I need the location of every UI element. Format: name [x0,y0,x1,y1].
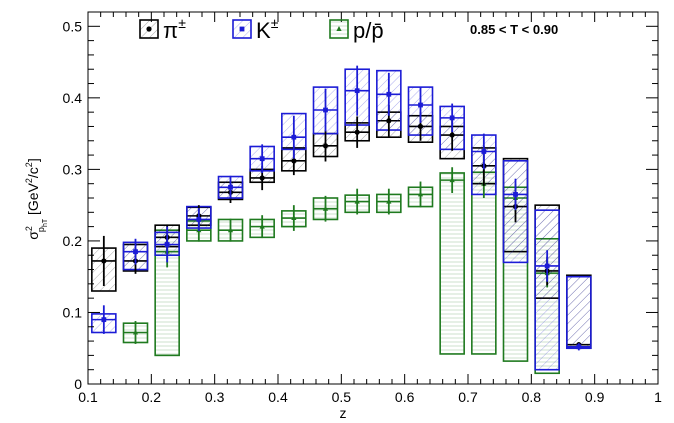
point-kaon [228,184,233,190]
point-kaon [101,317,107,323]
x-tick-label: 0.4 [268,389,288,405]
legend-marker-proton [336,26,342,31]
x-tick-label: 0.1 [78,389,98,405]
point-proton [291,215,297,221]
sys-box-1 [534,209,560,371]
point-pion [291,158,297,164]
legend: π± K± p/p̄ [139,15,384,43]
y-tick-label: 0.5 [63,18,83,34]
y-tick-label: 0.1 [63,304,83,320]
x-tick-label: 0.8 [522,389,542,405]
legend-label-0: π± [163,15,186,43]
point-kaon [196,217,202,222]
sys-box-2 [471,171,497,355]
point-pion [354,129,360,135]
y-tick-label: 0.3 [63,161,83,177]
point-kaon [291,134,297,140]
sys-box-1 [566,275,592,350]
legend-label-1: K± [256,15,279,43]
y-label-units: [GeV [25,182,41,218]
point-kaon [449,115,455,121]
point-kaon [386,91,392,97]
y-label-sub: p [36,227,46,232]
legend-label-text: π [163,18,178,43]
t-range-annotation: 0.85 < T < 0.90 [470,22,558,37]
y-tick-label: 0 [74,376,82,392]
point-proton [417,191,424,197]
point-kaon [133,249,138,255]
point-kaon [481,149,487,154]
x-tick-label: 1 [654,389,662,405]
legend-label-text: K [256,18,271,43]
point-pion [386,118,392,124]
y-label-sigma: σ [25,231,41,240]
legend-label-2: p/p̄ [353,18,384,43]
point-proton [386,198,392,204]
legend-marker-pion [146,26,152,32]
axes: 0.1 0.2 0.3 0.4 0.5 0.6 0.7 0.8 0.9 100.10.20.30.… [63,12,662,405]
point-proton [227,227,234,233]
point-pion [322,143,329,149]
point-proton [449,177,455,183]
point-kaon [576,344,582,350]
y-label-sup: 2 [24,226,34,231]
legend-label-sup: ± [271,15,279,31]
point-kaon [323,107,328,113]
y-axis-label: σ2 phT [GeV2/c2] [24,158,49,239]
point-kaon [544,263,550,269]
y-label-units-end: ] [25,158,41,162]
data-points [101,65,582,351]
point-proton [322,205,329,211]
point-kaon [513,192,518,197]
x-tick-label: 0.7 [458,389,478,405]
sys-box-2 [439,172,465,355]
y-label-units-mid: /c [25,167,41,178]
point-pion [259,175,265,181]
y-label-units-sup2: 2 [24,162,34,167]
point-proton [132,329,139,335]
legend-marker-kaon [239,26,245,32]
point-kaon [259,156,265,162]
point-pion [449,132,455,138]
y-label-subsub: hT [42,218,49,227]
legend-label-sup: ± [178,15,186,31]
point-kaon [354,88,360,94]
x-tick-label: 0.3 [205,389,225,405]
point-proton [354,198,360,204]
point-kaon [164,242,170,247]
point-pion [101,258,107,264]
x-tick-label: 0.5 [332,389,352,405]
x-tick-label: 0.2 [142,389,162,405]
x-tick-label: 0.9 [585,389,605,405]
y-label-units-sup: 2 [24,178,34,183]
point-proton [259,223,265,229]
legend-label-text: p/p̄ [353,18,384,43]
point-pion [417,123,424,130]
x-tick-label: 0.6 [395,389,415,405]
y-tick-label: 0.4 [63,90,83,106]
y-tick-label: 0.2 [63,233,83,249]
x-axis-label: z [340,405,347,421]
point-kaon [418,102,423,108]
